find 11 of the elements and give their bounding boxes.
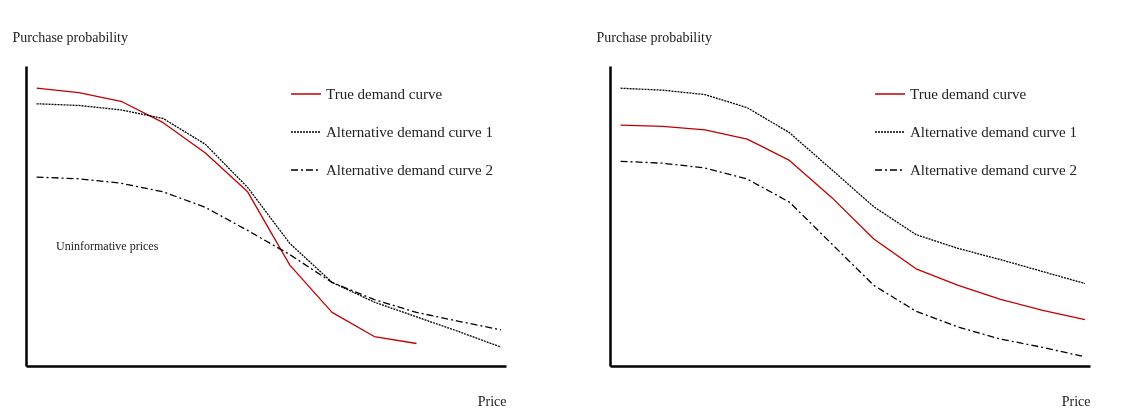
legend-label: Alternative demand curve 1: [910, 124, 1078, 140]
x-axis-title: Price: [1061, 393, 1091, 409]
legend-label: Alternative demand curve 2: [910, 162, 1078, 178]
legend-label: Alternative demand curve 1: [326, 124, 494, 140]
y-axis-title: Purchase probability: [12, 29, 128, 45]
legend-label: Alternative demand curve 2: [326, 162, 494, 178]
annotation: Uninformative prices: [56, 239, 159, 253]
legend-label: True demand curve: [326, 86, 443, 102]
y-axis-title: Purchase probability: [596, 29, 712, 45]
legend-label: True demand curve: [910, 86, 1027, 102]
x-axis-title: Price: [477, 393, 507, 409]
